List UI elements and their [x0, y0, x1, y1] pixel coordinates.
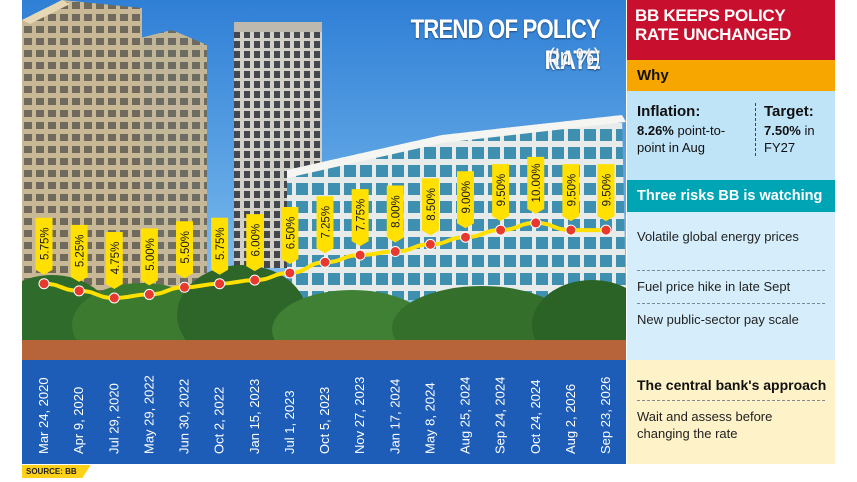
approach-divider: [637, 400, 825, 401]
risk-item-1: Volatile global energy prices: [637, 229, 799, 244]
headline-text: BB KEEPS POLICY RATE UNCHANGED: [635, 6, 792, 44]
target-value: 7.50%: [764, 123, 801, 138]
inflation-block: Inflation: 8.26% point-to-point in Aug: [637, 103, 747, 156]
approach-title: The central bank's approach: [637, 377, 827, 393]
risks-title: Three risks BB is watching: [637, 188, 823, 204]
risks-list: Volatile global energy prices Fuel price…: [627, 212, 835, 360]
risks-header: Three risks BB is watching: [627, 180, 835, 212]
why-label: Why: [637, 67, 669, 84]
why-header: Why: [627, 60, 835, 91]
approach-text: Wait and assess before changing the rate: [637, 409, 773, 441]
target-desc: in FY27: [764, 123, 815, 155]
risk-divider: [637, 270, 825, 271]
inflation-value: 8.26%: [637, 123, 674, 138]
inflation-label: Inflation:: [637, 103, 701, 120]
chart-unit: (In %): [548, 44, 600, 71]
chart-title: TREND OF POLICY RATE: [410, 14, 601, 75]
target-block: Target: 7.50% in FY27: [755, 103, 833, 156]
approach-box: The central bank's approach Wait and ass…: [627, 360, 835, 464]
risk-item-3: New public-sector pay scale: [637, 312, 799, 327]
target-label: Target:: [764, 103, 814, 120]
inflation-desc: point-to-point in Aug: [637, 123, 726, 155]
risk-divider: [637, 303, 825, 304]
why-details: Inflation: 8.26% point-to-point in Aug T…: [627, 91, 835, 180]
risk-item-2: Fuel price hike in late Sept: [637, 279, 791, 294]
source-note: SOURCE: BB: [22, 465, 91, 478]
date-axis-band: [22, 360, 626, 464]
headline-box: BB KEEPS POLICY RATE UNCHANGED: [627, 0, 835, 60]
